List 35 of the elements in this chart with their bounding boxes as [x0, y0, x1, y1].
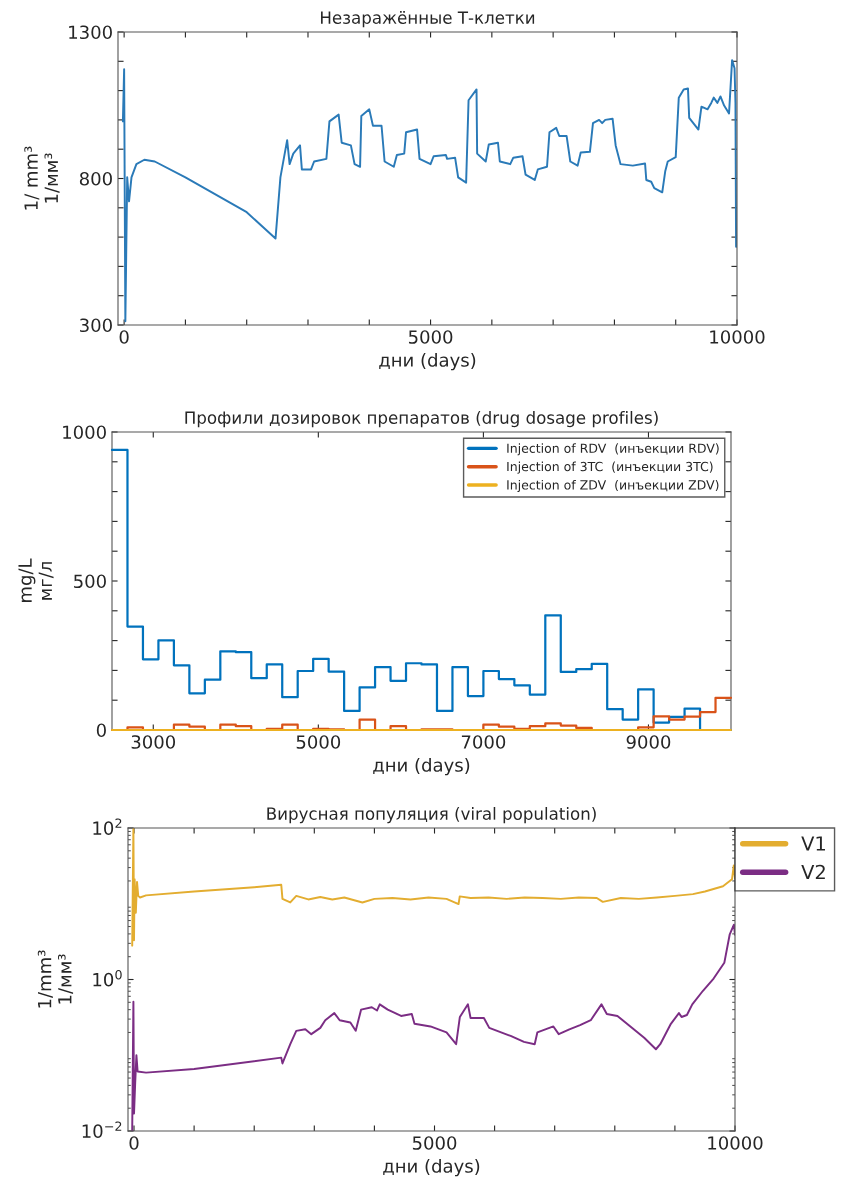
y-tick-label: 10$^{2}$: [93, 818, 122, 835]
y-tick-label: 1000: [63, 425, 106, 440]
y-axis-title: mg/L мг/л: [18, 558, 54, 602]
x-tick-label: 5000: [412, 1136, 457, 1150]
chart-title: Вирусная популяция (viral population): [267, 807, 596, 824]
y-tick-label: 10$^{0}$: [93, 969, 122, 987]
x-tick-label: 0: [129, 1136, 139, 1150]
legend-label: V1: [801, 836, 825, 851]
y-tick-label: 300: [80, 318, 112, 333]
line-series: [131, 828, 735, 947]
y-tick-label: 800: [79, 171, 112, 186]
legend-label: Injection of RDV (инъекции RDV): [507, 443, 719, 456]
y-axis-title: 1/ mm³ 1/мм³: [24, 146, 60, 210]
x-axis-title: дни (days): [383, 1158, 480, 1177]
line-series: [131, 923, 735, 1131]
y-tick-label: 10$^{−2}$: [82, 1121, 122, 1138]
chart-title: Профили дозировок препаратов (drug dosage profiles): [185, 411, 658, 428]
chart-title: Незаражённые Т-клетки: [321, 11, 535, 28]
legend-label: Injection of ZDV (инъекции ZDV): [507, 479, 719, 493]
legend-label: Injection of 3TC (инъекции 3TC): [507, 461, 713, 474]
legend-label: V2: [801, 864, 825, 880]
y-tick-label: 0: [96, 723, 106, 738]
line-series: [121, 59, 737, 323]
y-axis-title: 1/mm³ 1/мм³: [37, 950, 74, 1008]
x-tick-label: 10000: [710, 330, 765, 344]
x-tick-label: 5000: [408, 330, 453, 344]
x-tick-label: 3000: [131, 735, 176, 749]
x-tick-label: 7000: [461, 735, 506, 749]
x-tick-label: 5000: [296, 735, 341, 749]
x-axis-title: дни (days): [373, 757, 470, 776]
x-axis-title: дни (days): [379, 352, 476, 371]
y-tick-label: 1300: [69, 25, 112, 40]
y-tick-label: 500: [74, 574, 106, 589]
x-tick-label: 10000: [708, 1136, 763, 1150]
x-tick-label: 9000: [626, 735, 671, 749]
